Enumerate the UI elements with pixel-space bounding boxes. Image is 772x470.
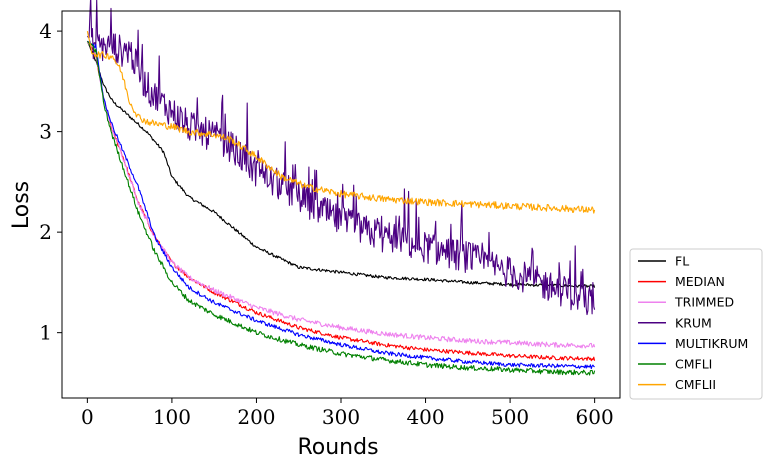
legend-label-multikrum: MULTIKRUM xyxy=(675,336,748,351)
series-layer xyxy=(86,0,596,376)
series-line-multikrum xyxy=(87,40,595,370)
y-axis-ticks: 1 2 3 4 xyxy=(39,19,62,345)
x-tick-label: 600 xyxy=(576,405,614,429)
series-line-cmflii xyxy=(86,30,596,214)
x-tick-label: 300 xyxy=(322,405,360,429)
x-axis-ticks: 0 100 200 300 400 500 600 xyxy=(81,398,614,429)
series-line-cmfli xyxy=(86,40,596,376)
legend-frame xyxy=(629,248,763,400)
x-tick-label: 0 xyxy=(81,405,94,429)
legend-label-krum: KRUM xyxy=(675,315,712,330)
legend: FL MEDIAN TRIMMED KRUM MULTIKRUM CMFLI CMFLII xyxy=(629,248,763,400)
series-line-fl xyxy=(86,40,596,289)
series-line-trimmed xyxy=(86,40,596,349)
y-tick-label: 3 xyxy=(39,120,52,144)
y-tick-label: 1 xyxy=(39,321,52,345)
x-tick-label: 400 xyxy=(406,405,444,429)
legend-label-fl: FL xyxy=(675,254,689,269)
series-line-krum xyxy=(86,0,596,316)
x-tick-label: 200 xyxy=(237,405,275,429)
y-tick-label: 4 xyxy=(39,19,52,43)
x-tick-label: 100 xyxy=(153,405,191,429)
legend-label-trimmed: TRIMMED xyxy=(674,295,734,310)
y-axis-label: Loss xyxy=(9,181,34,229)
legend-label-cmflii: CMFLII xyxy=(675,377,716,392)
legend-label-cmfli: CMFLI xyxy=(675,357,712,372)
x-axis-label: Rounds xyxy=(297,435,378,460)
y-tick-label: 2 xyxy=(39,220,52,244)
legend-label-median: MEDIAN xyxy=(675,274,725,289)
x-tick-label: 500 xyxy=(491,405,529,429)
